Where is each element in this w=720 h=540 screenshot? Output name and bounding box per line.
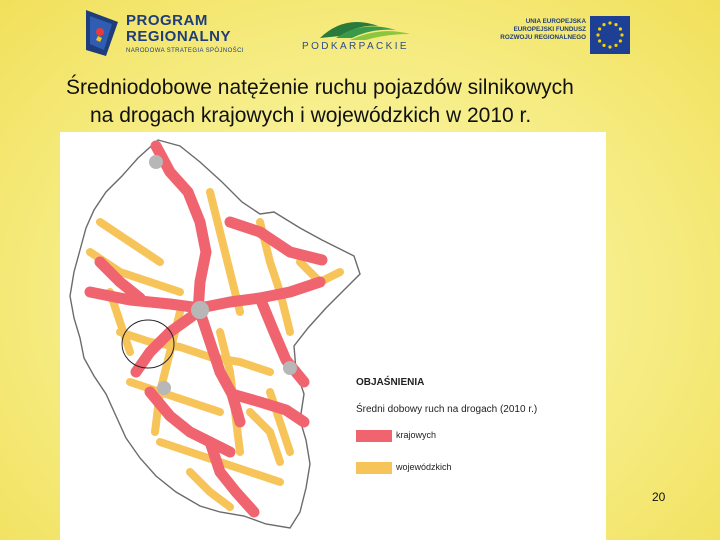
national-road xyxy=(94,256,146,304)
city-przemysl xyxy=(283,361,297,375)
program-logo-line1: PROGRAM xyxy=(126,12,208,29)
eu-logo-line: ROZWOJU REGIONALNEGO xyxy=(500,34,586,41)
podkarpackie-logo: PODKARPACKIE xyxy=(300,12,418,56)
eu-logo-line: EUROPEJSKI FUNDUSZ xyxy=(513,26,586,33)
national-road xyxy=(204,436,260,518)
program-regionalny-logo: PROGRAM REGIONALNY NARODOWA STRATEGIA SP… xyxy=(86,6,266,62)
legend-label-national: krajowych xyxy=(396,430,437,440)
podkarpackie-logo-text: PODKARPACKIE xyxy=(302,41,409,52)
national-road xyxy=(194,306,246,428)
program-logo-line2: REGIONALNY xyxy=(126,28,232,45)
eu-flag-icon xyxy=(590,16,630,54)
city-krosno xyxy=(157,381,171,395)
voivodeship-road xyxy=(186,468,234,511)
legend-subtitle: Średni dobowy ruch na drogach (2010 r.) xyxy=(356,404,538,415)
slide-title-line2: na drogach krajowych i wojewódzkich w 20… xyxy=(90,104,532,127)
voivodeship-road xyxy=(256,218,294,336)
voivodeship-road xyxy=(126,378,224,416)
city-tarnobrzeg xyxy=(149,155,163,169)
slide-title-line1: Średniodobowe natężenie ruchu pojazdów s… xyxy=(66,76,574,99)
legend-label-voivodeship: wojewódzkich xyxy=(396,462,452,472)
voivodeship-road xyxy=(206,188,244,316)
traffic-map-drawing xyxy=(69,139,392,529)
region-outline xyxy=(69,139,361,529)
national-road xyxy=(226,388,310,428)
program-logo-tagline: NARODOWA STRATEGIA SPÓJNOŚCI xyxy=(126,48,244,54)
national-road xyxy=(150,140,212,318)
voivodeship-road xyxy=(96,218,164,266)
podkarpackie-hills-icon xyxy=(320,22,410,40)
page-number: 20 xyxy=(652,490,666,504)
legend-title: OBJAŚNIENIA xyxy=(356,377,425,388)
eu-logo-line: UNIA EUROPEJSKA xyxy=(525,18,586,25)
national-road xyxy=(224,216,328,266)
cities xyxy=(149,155,297,395)
legend-swatch-national xyxy=(356,430,392,442)
city-rzeszow xyxy=(191,301,209,319)
highlight-circle xyxy=(121,319,175,369)
voivodeship-road xyxy=(116,328,274,376)
national-road xyxy=(130,306,204,378)
eu-logo: UNIA EUROPEJSKA EUROPEJSKI FUNDUSZ ROZWO… xyxy=(494,14,634,56)
eu-logo-text: UNIA EUROPEJSKA EUROPEJSKI FUNDUSZ ROZWO… xyxy=(494,18,586,42)
legend-swatch-voivodeship xyxy=(356,462,392,474)
traffic-map: OBJAŚNIENIA Średni dobowy ruch na drogac… xyxy=(60,132,606,540)
program-flag-icon xyxy=(86,10,118,56)
voivodeship-road xyxy=(246,408,284,466)
header-logos: PROGRAM REGIONALNY NARODOWA STRATEGIA SP… xyxy=(0,0,720,66)
